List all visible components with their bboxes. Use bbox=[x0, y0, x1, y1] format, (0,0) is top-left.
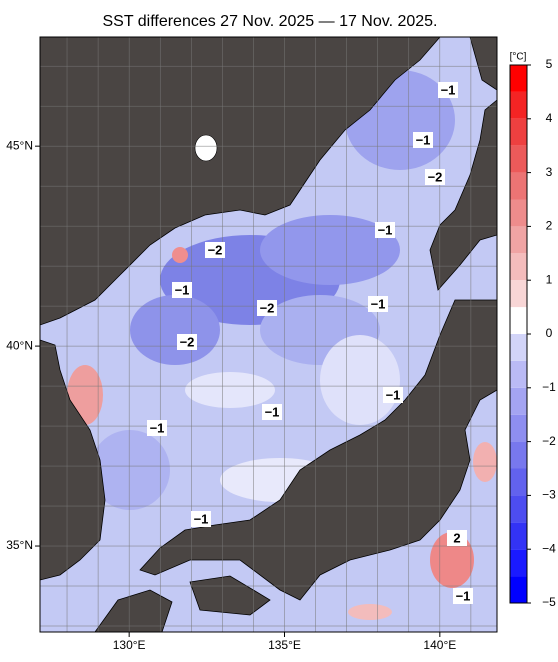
contour-label-bg bbox=[413, 132, 433, 148]
contour-label-bg bbox=[262, 404, 282, 420]
contour-label: −1 bbox=[194, 511, 209, 526]
colorbar-swatch bbox=[510, 118, 527, 146]
colorbar-tick-label: −4 bbox=[542, 541, 556, 555]
colorbar-tick-label: −5 bbox=[542, 595, 556, 609]
contour-label: −2 bbox=[428, 169, 443, 184]
title: SST differences 27 Nov. 2025 — 17 Nov. 2… bbox=[102, 13, 437, 30]
land bbox=[40, 37, 497, 632]
colorbar-swatch bbox=[510, 522, 527, 550]
colorbar-swatch bbox=[510, 334, 527, 361]
contour-label: −1 bbox=[371, 296, 386, 311]
colorbar-tick-label: 4 bbox=[546, 111, 553, 125]
contour-label: −1 bbox=[175, 282, 190, 297]
colorbar-swatch bbox=[510, 495, 527, 523]
colorbar-swatch bbox=[510, 65, 527, 92]
colorbar-swatch bbox=[510, 172, 527, 200]
colorbar-tick-label: 0 bbox=[546, 326, 553, 340]
colorbar-swatch bbox=[510, 576, 527, 603]
colorbar-swatch bbox=[510, 226, 527, 254]
colorbar-swatch bbox=[510, 145, 527, 173]
contour-label: −1 bbox=[416, 132, 431, 147]
contour-label: −1 bbox=[378, 222, 393, 237]
contour-label: 2 bbox=[453, 530, 460, 545]
sst-patches bbox=[67, 70, 497, 620]
colorbar-swatch bbox=[510, 307, 527, 334]
contour-label-bg bbox=[191, 511, 211, 527]
contour-label-bg bbox=[205, 242, 225, 258]
grid bbox=[40, 37, 497, 632]
colorbar-swatch bbox=[510, 387, 527, 415]
lat-tick-label: 40°N bbox=[6, 338, 33, 352]
lake bbox=[194, 134, 218, 162]
colorbar-swatch bbox=[510, 441, 527, 469]
colorbar-tick-label: 5 bbox=[546, 57, 553, 71]
colorbar-swatch bbox=[510, 414, 527, 442]
lon-tick-label: 135°E bbox=[268, 638, 301, 652]
contour-label: −1 bbox=[150, 420, 165, 435]
lon-tick-label: 140°E bbox=[423, 638, 456, 652]
contour-label-bg bbox=[383, 387, 403, 403]
contour-label-bg bbox=[177, 334, 197, 350]
contour-label: −1 bbox=[386, 387, 401, 402]
contour-label: −2 bbox=[260, 300, 275, 315]
colorbar-swatch bbox=[510, 253, 527, 281]
colorbar-swatch bbox=[510, 360, 527, 388]
lat-tick-label: 45°N bbox=[6, 138, 33, 152]
contour-label: −1 bbox=[441, 82, 456, 97]
contour-label-bg bbox=[425, 169, 445, 185]
colorbar-tick-label: −1 bbox=[542, 380, 556, 394]
colorbar-unit: [°C] bbox=[510, 52, 527, 63]
map-area bbox=[40, 37, 497, 632]
colorbar-swatch bbox=[510, 91, 527, 119]
colorbar-tick-label: 2 bbox=[546, 219, 553, 233]
contour-label-bg bbox=[438, 82, 458, 98]
contour-label: −1 bbox=[265, 404, 280, 419]
contour-label: −1 bbox=[456, 588, 471, 603]
colorbar-swatch bbox=[510, 468, 527, 496]
colorbar-tick-label: −3 bbox=[542, 488, 556, 502]
contour-label: −2 bbox=[208, 242, 223, 257]
lat-tick-label: 35°N bbox=[6, 538, 33, 552]
contour-label-bg bbox=[172, 282, 192, 298]
colorbar-tick-label: −2 bbox=[542, 434, 556, 448]
contour-label-bg bbox=[453, 588, 473, 604]
contour-label-bg bbox=[257, 300, 277, 316]
contour-label: −2 bbox=[180, 334, 195, 349]
colorbar-swatch bbox=[510, 280, 527, 308]
colorbar-tick-label: 1 bbox=[546, 272, 553, 286]
colorbar-swatch bbox=[510, 549, 527, 577]
colorbar-tick-label: 3 bbox=[546, 165, 553, 179]
contour-label-bg bbox=[147, 420, 167, 436]
contour-label-bg bbox=[368, 296, 388, 312]
frame bbox=[39, 36, 498, 633]
lon-tick-label: 130°E bbox=[113, 638, 146, 652]
colorbar-swatch bbox=[510, 199, 527, 227]
contour-label-bg bbox=[375, 222, 395, 238]
contour-labels: −1 −1 −1 −1 −1 −1 −1 −1 −1 −1 −2 −2 −2 −2 2 bbox=[147, 82, 473, 604]
contour-label-bg bbox=[447, 530, 467, 546]
